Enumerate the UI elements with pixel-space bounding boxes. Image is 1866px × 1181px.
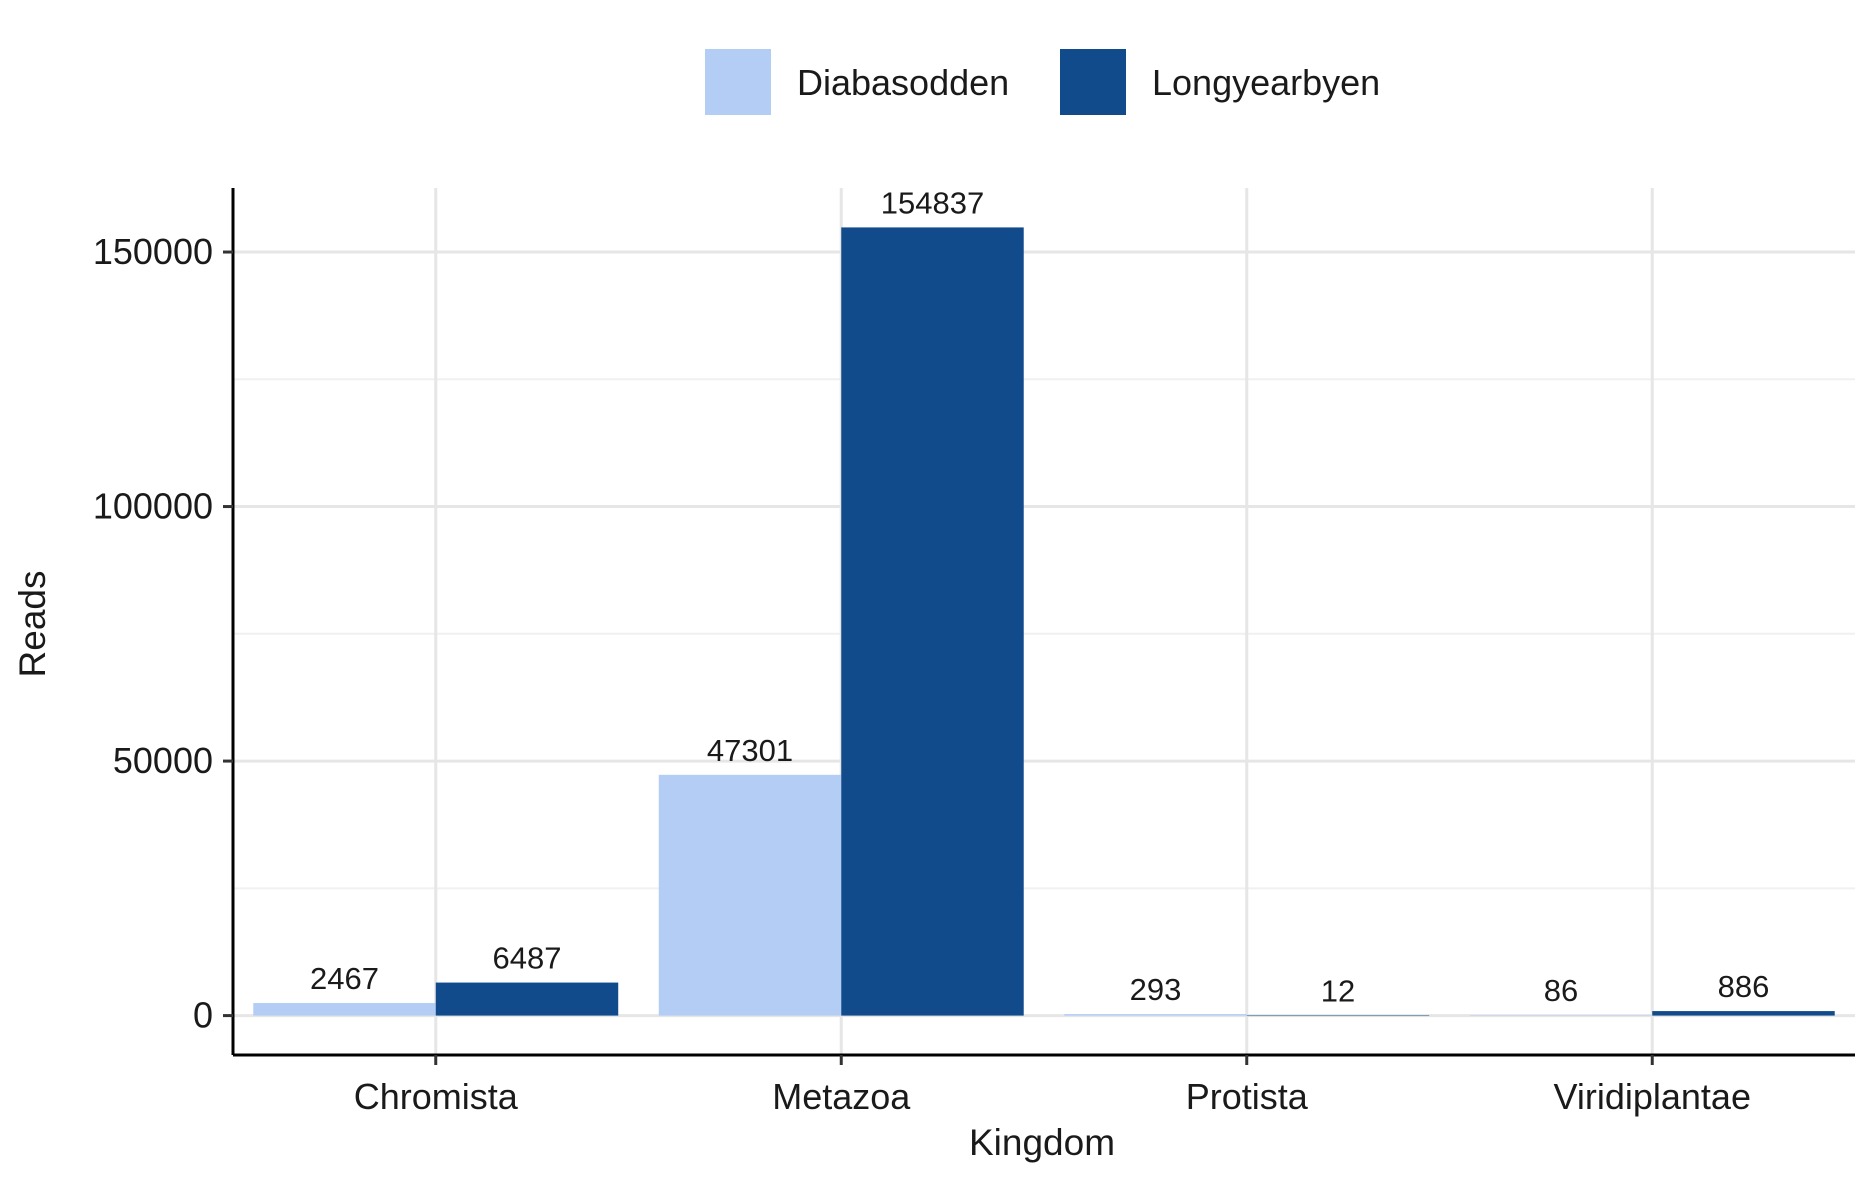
bar-longyearbyen-metazoa xyxy=(841,227,1024,1016)
y-tick-label: 100000 xyxy=(93,486,213,527)
bar-diabasodden-protista xyxy=(1064,1014,1247,1016)
data-label: 886 xyxy=(1718,969,1770,1004)
data-label: 12 xyxy=(1321,974,1355,1009)
data-label: 293 xyxy=(1130,972,1182,1007)
axes xyxy=(231,188,1855,1057)
data-label: 86 xyxy=(1544,973,1578,1008)
y-axis-ticks: 0 50000 100000 150000 xyxy=(93,231,233,1036)
legend: Diabasodden Longyearbyen xyxy=(705,49,1380,115)
bar-longyearbyen-viridiplantae xyxy=(1652,1011,1835,1016)
y-tick-label: 150000 xyxy=(93,231,213,272)
y-axis-title: Reads xyxy=(12,571,53,678)
y-tick-label: 0 xyxy=(193,995,213,1036)
x-tick-label: Protista xyxy=(1186,1076,1309,1117)
bar-diabasodden-chromista xyxy=(253,1003,436,1016)
legend-label: Diabasodden xyxy=(797,62,1009,103)
x-tick-label: Metazoa xyxy=(772,1076,911,1117)
legend-key-longyearbyen xyxy=(1060,49,1126,115)
bar-diabasodden-viridiplantae xyxy=(1469,1015,1653,1016)
x-tick-label: Chromista xyxy=(354,1076,519,1117)
x-axis-ticks: Chromista Metazoa Protista Viridiplantae xyxy=(354,1055,1751,1117)
data-label: 6487 xyxy=(493,941,562,976)
legend-label: Longyearbyen xyxy=(1152,62,1380,103)
x-tick-label: Viridiplantae xyxy=(1554,1076,1751,1117)
bar-longyearbyen-protista xyxy=(1246,1015,1430,1017)
data-label: 2467 xyxy=(310,961,379,996)
grid-lines xyxy=(233,188,1855,1055)
legend-key-diabasodden xyxy=(705,49,771,115)
y-tick-label: 50000 xyxy=(113,740,213,781)
bars xyxy=(253,227,1835,1017)
data-label: 47301 xyxy=(707,733,793,768)
data-labels: 2467 47301 293 86 6487 154837 12 886 xyxy=(310,185,1769,1008)
bar-diabasodden-metazoa xyxy=(658,774,842,1016)
data-label: 154837 xyxy=(881,185,984,220)
x-axis-title: Kingdom xyxy=(969,1122,1115,1163)
bar-longyearbyen-chromista xyxy=(435,982,619,1016)
